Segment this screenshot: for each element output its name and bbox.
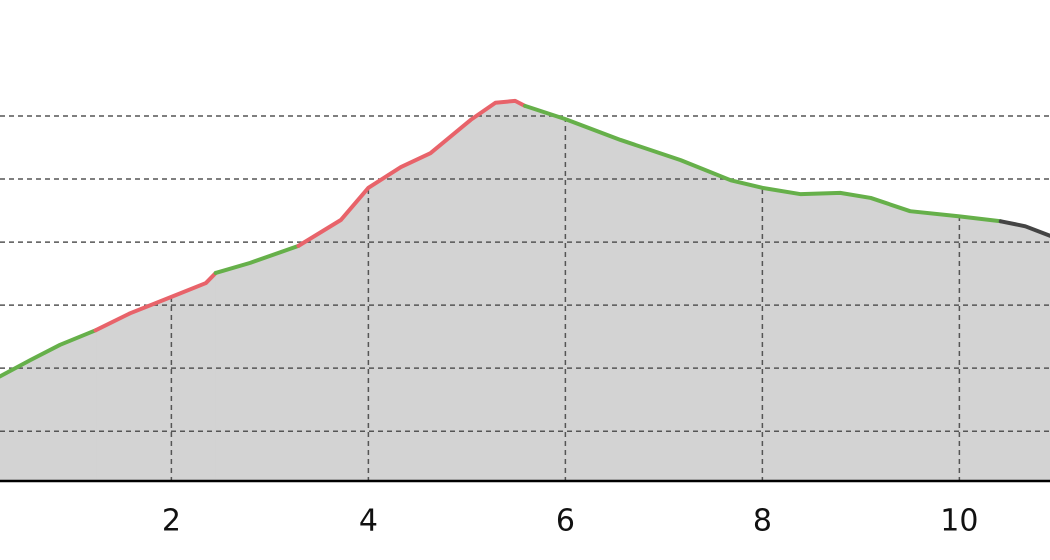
profile-line — [998, 219, 1050, 238]
profile-line — [0, 328, 98, 379]
x-tick-label: 2 — [162, 504, 181, 539]
profile-line — [93, 270, 218, 333]
x-tick-label: 6 — [556, 504, 575, 539]
profile-line — [523, 103, 1003, 224]
area — [1000, 220, 1050, 482]
profile-line — [296, 98, 527, 248]
area — [297, 100, 526, 482]
area — [215, 245, 299, 482]
x-tick-label: 8 — [753, 504, 772, 539]
profile-line — [213, 243, 301, 275]
x-tick-label: 4 — [359, 504, 378, 539]
x-tick-label: 10 — [940, 504, 978, 539]
